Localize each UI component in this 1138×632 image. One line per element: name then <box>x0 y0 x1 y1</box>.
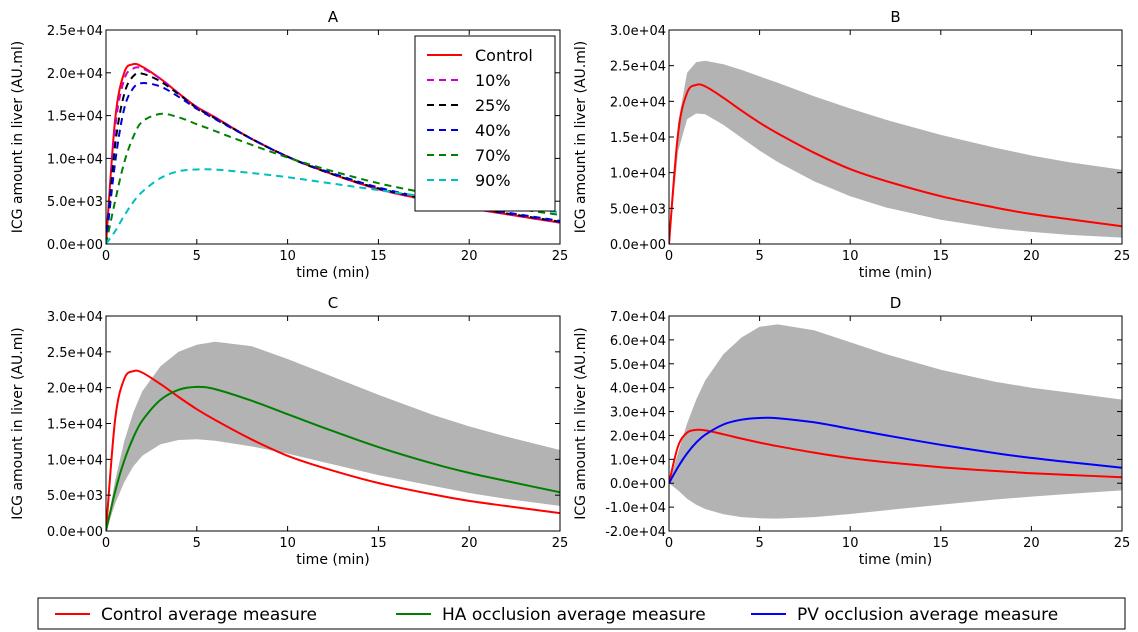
y-tick-label: 2.5e+04 <box>610 60 666 75</box>
y-tick-label: 7.0e+04 <box>610 310 666 325</box>
x-tick-label: 25 <box>1114 249 1131 264</box>
legend-box <box>414 35 556 212</box>
y-axis-label: ICG amount in liver (AU.ml) <box>10 41 26 234</box>
panel-title: C <box>328 294 338 312</box>
y-tick-label: 2.0e+04 <box>610 95 666 110</box>
y-tick-label: 3.0e+04 <box>47 310 103 325</box>
x-axis-label: time (min) <box>296 552 369 568</box>
y-tick-label: 1.0e+04 <box>47 152 103 167</box>
y-tick-label: 0.0e+00 <box>47 238 103 253</box>
x-tick-label: 0 <box>102 249 110 264</box>
series-line-d-0 <box>669 428 1122 484</box>
y-axis-label: ICG amount in liver (AU.ml) <box>573 41 589 234</box>
y-tick-label: -1.0e+04 <box>605 501 666 516</box>
x-tick-label: 0 <box>102 536 110 551</box>
confidence-band <box>669 324 1122 519</box>
x-tick-label: 10 <box>279 249 296 264</box>
y-axis-label: ICG amount in liver (AU.ml) <box>10 327 26 520</box>
y-tick-label: -2.0e+04 <box>605 525 666 540</box>
y-tick-label: 1.0e+04 <box>47 453 103 468</box>
legend-label: 40% <box>475 121 511 140</box>
y-tick-label: 2.0e+04 <box>47 67 103 82</box>
x-tick-label: 20 <box>461 249 478 264</box>
bottom-legend-box <box>37 597 1126 630</box>
y-tick-label: 5.0e+03 <box>47 489 103 504</box>
confidence-band <box>669 60 1122 244</box>
panel-A: 0 5 10 15 20 25 0.0e+00 5.0e+03 1.0e+04 1.5e+04 2.… <box>10 8 568 281</box>
x-tick-label: 5 <box>193 249 201 264</box>
legend-label: 10% <box>475 71 511 90</box>
y-tick-label: 1.0e+04 <box>610 167 666 182</box>
x-tick-label: 5 <box>755 536 763 551</box>
y-tick-label: 0.0e+00 <box>610 477 666 492</box>
y-tick-label: 2.5e+04 <box>47 346 103 361</box>
bottom-legend-label-ha: HA occlusion average measure <box>442 605 706 625</box>
legend-label: 25% <box>475 96 511 115</box>
plot-area-C <box>106 341 560 531</box>
panel-title: A <box>328 8 339 26</box>
bottom-legend-label-control: Control average measure <box>101 605 317 625</box>
y-tick-label: 2.5e+04 <box>47 24 103 39</box>
y-tick-label: 4.0e+04 <box>610 382 666 397</box>
x-tick-label: 0 <box>665 249 673 264</box>
legend-label: 70% <box>475 146 511 165</box>
x-tick-label: 15 <box>933 249 950 264</box>
plot-area-B <box>669 60 1122 244</box>
y-tick-label: 0.0e+00 <box>47 525 103 540</box>
legend: Control 10% 25% 40% 70% 90% <box>414 35 556 212</box>
bottom-legend: Control average measure HA occlusion ave… <box>37 597 1126 630</box>
y-tick-label: 1.5e+04 <box>47 418 103 433</box>
x-tick-label: 0 <box>665 536 673 551</box>
y-tick-label: 1.5e+04 <box>610 131 666 146</box>
x-tick-label: 10 <box>842 536 859 551</box>
confidence-band <box>106 341 560 531</box>
x-tick-label: 5 <box>193 536 201 551</box>
legend-label: Control <box>475 46 533 65</box>
x-tick-label: 20 <box>1023 536 1040 551</box>
series-line-25pct <box>106 72 560 244</box>
y-tick-label: 5.0e+03 <box>47 195 103 210</box>
x-axis-label: time (min) <box>296 265 369 281</box>
x-tick-label: 5 <box>755 249 763 264</box>
x-tick-label: 25 <box>1114 536 1131 551</box>
series-line-c-1 <box>106 385 560 531</box>
axes-frame <box>105 29 561 245</box>
bottom-legend-label-pv: PV occlusion average measure <box>797 605 1058 625</box>
panel-D: 0 5 10 15 20 25 -2.0e+04 -1.0e+04 0.0e+00 1.0e+04… <box>573 294 1130 568</box>
y-tick-label: 2.0e+04 <box>610 429 666 444</box>
panels: 0 5 10 15 20 25 0.0e+00 5.0e+03 1.0e+04 1.5e+04 2.… <box>10 8 1130 568</box>
x-tick-label: 25 <box>552 249 569 264</box>
x-tick-label: 10 <box>279 536 296 551</box>
x-tick-label: 15 <box>933 536 950 551</box>
x-tick-label: 20 <box>461 536 478 551</box>
y-tick-label: 2.0e+04 <box>47 382 103 397</box>
y-tick-label: 6.0e+04 <box>610 334 666 349</box>
panel-B: 0 5 10 15 20 25 0.0e+00 5.0e+03 1.0e+04 1.5e+04 2.… <box>573 8 1130 281</box>
series-line-c-0 <box>106 369 560 531</box>
y-tick-label: 0.0e+00 <box>610 238 666 253</box>
x-tick-label: 15 <box>370 249 387 264</box>
x-tick-label: 15 <box>370 536 387 551</box>
series-line-b-0 <box>669 83 1122 244</box>
y-axis-label: ICG amount in liver (AU.ml) <box>573 327 589 520</box>
x-axis-label: time (min) <box>859 552 932 568</box>
panel-title: B <box>890 8 900 26</box>
x-tick-label: 20 <box>1023 249 1040 264</box>
series-line-d-1 <box>669 416 1122 484</box>
panel-C: 0 5 10 15 20 25 0.0e+00 5.0e+03 1.0e+04 1.5e+04 2.… <box>10 294 568 568</box>
y-tick-label: 3.0e+04 <box>610 24 666 39</box>
panel-title: D <box>890 294 902 312</box>
y-tick-label: 1.5e+04 <box>47 110 103 125</box>
y-tick-label: 5.0e+04 <box>610 358 666 373</box>
legend-label: 90% <box>475 171 511 190</box>
y-tick-label: 1.0e+04 <box>610 453 666 468</box>
y-tick-label: 5.0e+03 <box>610 202 666 217</box>
axes-frame <box>668 315 1123 532</box>
y-tick-label: 3.0e+04 <box>610 406 666 421</box>
plot-area-D <box>669 324 1122 519</box>
x-tick-label: 25 <box>552 536 569 551</box>
x-axis-label: time (min) <box>859 265 932 281</box>
x-tick-label: 10 <box>842 249 859 264</box>
